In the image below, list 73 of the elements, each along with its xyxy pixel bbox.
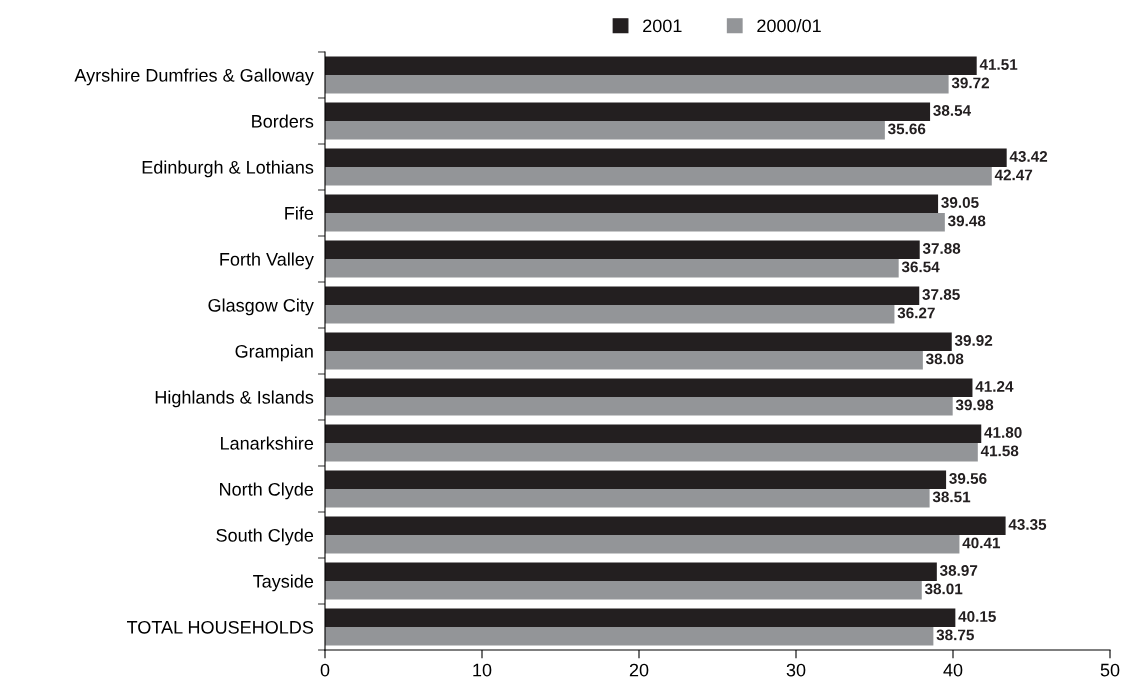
bar <box>325 351 923 370</box>
x-tick-label: 30 <box>786 663 806 677</box>
y-tick-label: Edinburgh & Lothians <box>142 160 314 178</box>
data-label: 37.85 <box>922 289 960 300</box>
bar <box>325 470 947 489</box>
data-label: 38.01 <box>924 583 963 595</box>
data-label: 40.41 <box>962 537 1001 549</box>
data-label: 36.27 <box>897 307 935 319</box>
data-label: 41.58 <box>980 445 1019 457</box>
data-label: 41.51 <box>979 59 1018 70</box>
bar <box>325 56 977 75</box>
bar <box>325 378 973 397</box>
bar <box>325 102 931 121</box>
data-label: 42.47 <box>994 169 1033 181</box>
x-tick-label: 10 <box>473 663 492 677</box>
data-label: 39.56 <box>949 473 987 484</box>
bar <box>325 167 992 186</box>
data-label: 40.15 <box>958 611 996 622</box>
legend-label: 2001 <box>643 19 682 33</box>
y-tick-label: Lanarkshire <box>221 436 314 450</box>
bar <box>325 489 930 508</box>
data-label: 38.54 <box>933 105 972 116</box>
bar <box>325 286 920 305</box>
data-label: 35.66 <box>887 123 926 135</box>
data-label: 39.72 <box>951 77 989 89</box>
y-tick-label: Forth Valley <box>220 252 314 270</box>
y-tick-label: Glasgow City <box>208 298 314 316</box>
bar <box>325 443 978 462</box>
x-tick-label: 40 <box>943 663 963 677</box>
bar <box>325 121 885 140</box>
bar <box>325 75 949 94</box>
data-label: 39.05 <box>941 197 979 208</box>
data-label: 43.35 <box>1008 519 1047 530</box>
y-tick-label: South Clyde <box>216 528 314 546</box>
data-label: 41.24 <box>975 381 1014 392</box>
y-tick-label: Tayside <box>253 574 314 592</box>
y-tick-label: Fife <box>285 206 314 220</box>
bar <box>325 240 920 259</box>
legend-label: 2000/01 <box>757 18 821 33</box>
bar <box>325 213 945 232</box>
bar <box>325 581 922 600</box>
data-label: 39.92 <box>954 335 993 346</box>
data-label: 36.54 <box>901 261 940 273</box>
data-label: 38.75 <box>936 629 974 641</box>
bar <box>325 424 982 443</box>
bar <box>325 608 956 627</box>
y-tick-label: Borders <box>252 114 314 128</box>
y-tick-label: North Clyde <box>220 482 314 500</box>
data-label: 38.51 <box>932 491 971 503</box>
y-tick-label: Grampian <box>235 344 313 362</box>
bar <box>325 397 953 416</box>
data-label: 39.48 <box>947 215 986 227</box>
bar <box>325 194 939 213</box>
bar <box>325 148 1007 167</box>
data-label: 38.08 <box>925 353 964 365</box>
x-tick-label: 20 <box>629 663 649 677</box>
y-tick-label: Ayrshire Dumfries & Galloway <box>74 68 314 86</box>
data-label: 38.97 <box>939 565 978 576</box>
data-label: 39.98 <box>955 399 994 411</box>
x-tick-label: 50 <box>1100 663 1120 677</box>
bar <box>325 332 952 351</box>
bar <box>325 535 960 554</box>
x-tick-label: 0 <box>320 663 330 677</box>
data-label: 43.42 <box>1009 151 1048 162</box>
data-label: 37.88 <box>922 243 961 254</box>
y-tick-label: TOTAL HOUSEHOLDS <box>127 620 314 634</box>
bar <box>325 305 895 324</box>
data-label: 41.80 <box>984 427 1022 438</box>
bar <box>325 562 937 581</box>
y-tick-label: Highlands & Islands <box>155 390 314 408</box>
bar <box>325 259 899 278</box>
bar <box>325 516 1006 535</box>
bar <box>325 627 934 646</box>
